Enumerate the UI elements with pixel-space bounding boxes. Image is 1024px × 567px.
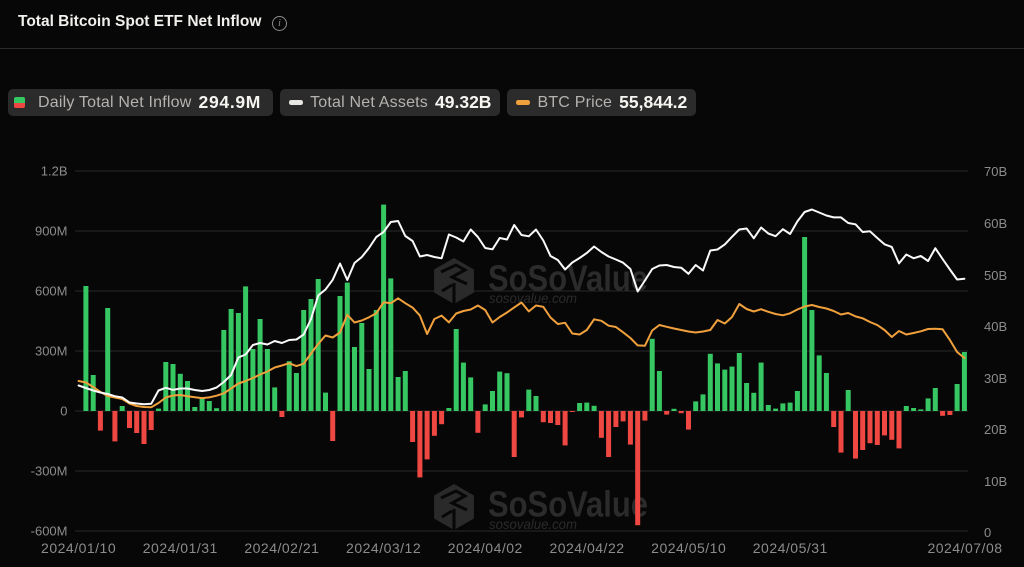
svg-text:SoSoValue: SoSoValue [488, 258, 648, 299]
svg-text:sosovalue.com: sosovalue.com [489, 290, 577, 306]
svg-text:70B: 70B [984, 164, 1007, 179]
svg-text:SoSoValue: SoSoValue [488, 484, 648, 525]
svg-text:0: 0 [984, 525, 991, 540]
svg-text:2024/01/10: 2024/01/10 [41, 540, 116, 556]
svg-text:1.2B: 1.2B [41, 164, 68, 179]
svg-text:300M: 300M [35, 344, 68, 359]
svg-text:-300M: -300M [31, 464, 68, 479]
svg-text:2024/03/12: 2024/03/12 [346, 540, 421, 556]
svg-text:0: 0 [60, 404, 67, 419]
svg-text:2024/04/02: 2024/04/02 [448, 540, 523, 556]
svg-text:20B: 20B [984, 422, 1007, 437]
svg-text:600M: 600M [35, 284, 68, 299]
svg-text:2024/05/10: 2024/05/10 [651, 540, 726, 556]
svg-text:2024/05/31: 2024/05/31 [753, 540, 828, 556]
svg-text:10B: 10B [984, 474, 1007, 489]
svg-text:30B: 30B [984, 371, 1007, 386]
svg-text:2024/02/21: 2024/02/21 [244, 540, 319, 556]
svg-text:50B: 50B [984, 268, 1007, 283]
svg-text:2024/07/08: 2024/07/08 [927, 540, 1002, 556]
svg-text:sosovalue.com: sosovalue.com [489, 516, 577, 532]
svg-text:60B: 60B [984, 216, 1007, 231]
svg-text:40B: 40B [984, 319, 1007, 334]
svg-text:2024/04/22: 2024/04/22 [549, 540, 624, 556]
svg-text:2024/01/31: 2024/01/31 [143, 540, 218, 556]
svg-text:900M: 900M [35, 224, 68, 239]
svg-text:-600M: -600M [31, 524, 68, 539]
